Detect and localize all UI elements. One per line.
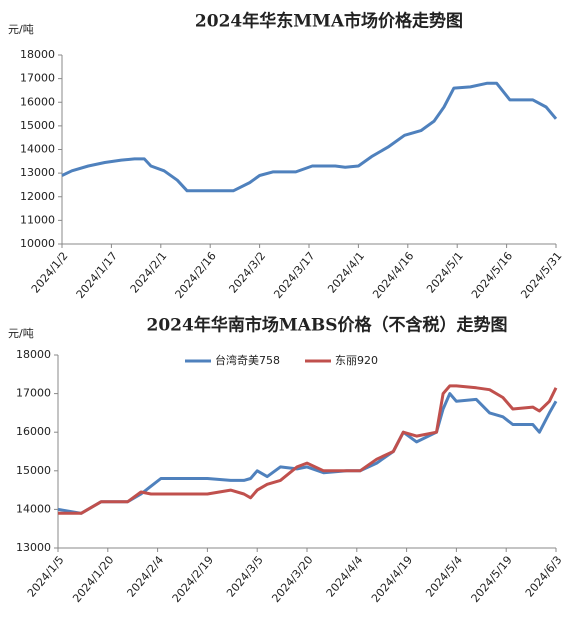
x-tick-label: 2024/2/16 — [173, 250, 219, 302]
x-tick-label: 2024/2/19 — [170, 554, 216, 606]
x-tick-label: 2024/4/19 — [369, 554, 415, 606]
x-tick-label: 2024/3/17 — [271, 250, 317, 302]
x-tick-label: 2024/1/20 — [70, 554, 116, 606]
y-tick-label: 15000 — [20, 119, 55, 132]
line-series — [61, 81, 558, 193]
y-tick-label: 16000 — [20, 95, 55, 108]
chart-title: 2024年华东MMA市场价格走势图 — [195, 11, 463, 32]
x-tick-label: 2024/1/2 — [29, 250, 71, 296]
y-tick-label: 18000 — [16, 348, 51, 361]
x-tick-label: 2024/1/17 — [74, 250, 120, 302]
line-series — [58, 384, 558, 515]
y-tick-label: 16000 — [16, 425, 51, 438]
y-tick-label: 12000 — [20, 190, 55, 203]
y-tick-label: 14000 — [16, 502, 51, 515]
x-tick-label: 2024/3/5 — [224, 554, 266, 600]
y-axis-label: 元/吨 — [8, 23, 34, 36]
y-tick-label: 17000 — [20, 72, 55, 85]
x-tick-label: 2024/2/4 — [124, 554, 166, 600]
y-tick-label: 17000 — [16, 387, 51, 400]
y-tick-label: 18000 — [20, 48, 55, 61]
x-tick-label: 2024/4/4 — [324, 554, 366, 600]
y-tick-label: 15000 — [16, 464, 51, 477]
x-tick-label: 2024/5/4 — [423, 554, 465, 600]
x-tick-label: 2024/6/3 — [523, 554, 565, 600]
chart-title: 2024年华南市场MABS价格（不含税）走势图 — [147, 315, 508, 336]
x-tick-label: 2024/4/16 — [370, 250, 416, 302]
line-series — [57, 392, 558, 515]
y-tick-label: 10000 — [20, 237, 55, 250]
x-tick-label: 2024/3/20 — [269, 554, 315, 606]
x-tick-label: 2024/4/1 — [325, 250, 367, 296]
x-tick-label: 2024/5/31 — [518, 250, 564, 302]
y-tick-label: 13000 — [20, 166, 55, 179]
x-tick-label: 2024/2/1 — [128, 250, 170, 296]
x-tick-label: 2024/5/19 — [469, 554, 515, 606]
legend-label: 台湾奇美758 — [215, 353, 280, 367]
x-tick-label: 2024/1/5 — [25, 554, 67, 600]
y-tick-label: 13000 — [16, 541, 51, 554]
y-tick-label: 14000 — [20, 143, 55, 156]
x-tick-label: 2024/5/16 — [469, 250, 515, 302]
x-tick-label: 2024/5/1 — [424, 250, 466, 296]
y-tick-label: 11000 — [20, 213, 55, 226]
x-tick-label: 2024/3/2 — [226, 250, 268, 296]
y-axis-label: 元/吨 — [8, 327, 34, 340]
legend-label: 东丽920 — [335, 354, 378, 367]
